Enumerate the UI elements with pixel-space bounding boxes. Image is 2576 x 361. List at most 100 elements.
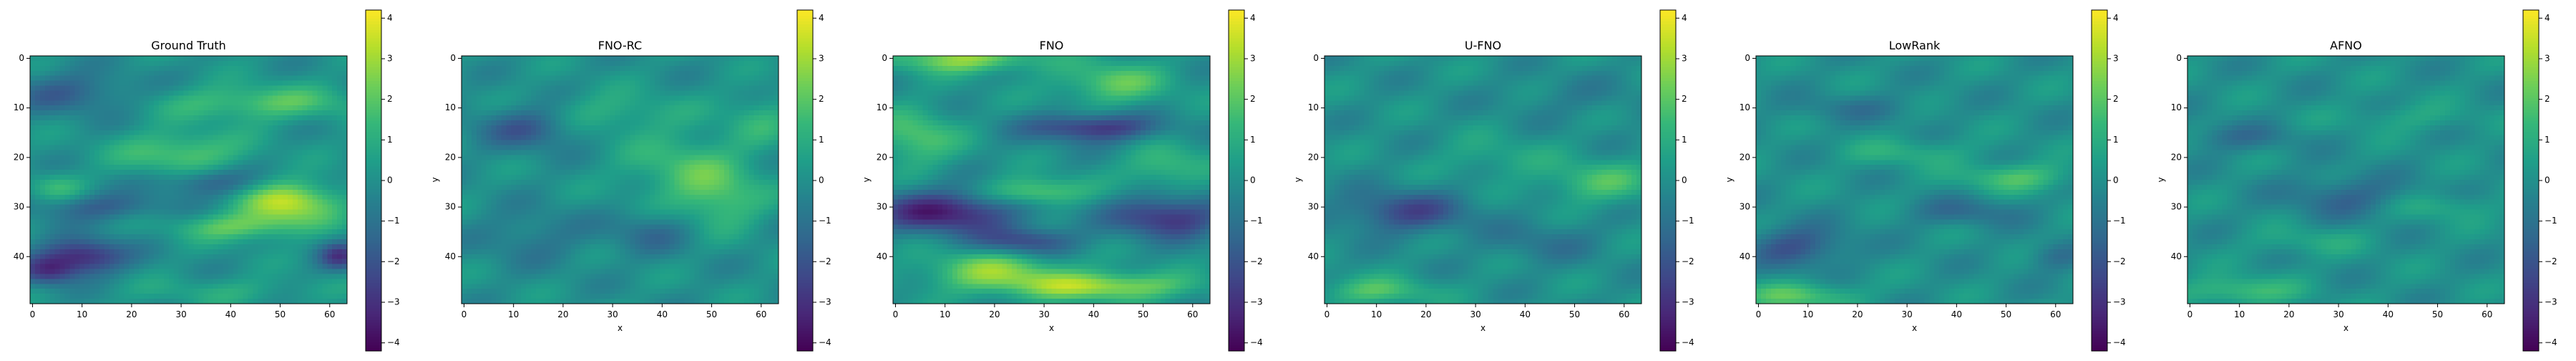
heatmap-cell <box>35 269 41 275</box>
heatmap-cell <box>482 125 487 131</box>
heatmap-cell <box>30 95 36 101</box>
heatmap-cell <box>179 205 185 211</box>
heatmap-cell <box>769 66 774 72</box>
heatmap-cell <box>228 150 234 155</box>
heatmap-cell <box>84 90 90 96</box>
heatmap-cell <box>193 61 199 67</box>
heatmap-cell <box>208 299 214 304</box>
heatmap-cell <box>278 90 283 96</box>
heatmap-cell <box>233 259 239 265</box>
heatmap-cell <box>45 239 51 245</box>
heatmap-cell <box>203 86 209 92</box>
heatmap-cell <box>74 140 80 146</box>
heatmap-cell <box>615 56 621 62</box>
heatmap-cell <box>189 264 195 270</box>
heatmap-cell <box>739 175 745 180</box>
heatmap-cell <box>179 254 185 260</box>
heatmap-cell <box>575 125 581 131</box>
heatmap-cell <box>560 71 566 77</box>
heatmap-cell <box>144 165 150 170</box>
heatmap-cell <box>30 279 36 284</box>
heatmap-cell <box>79 110 85 116</box>
heatmap-cell <box>521 145 527 151</box>
heatmap-cell <box>169 279 175 284</box>
heatmap-cell <box>99 269 105 275</box>
heatmap-cell <box>774 155 779 160</box>
heatmap-cell <box>570 155 576 160</box>
heatmap-cell <box>139 66 145 72</box>
heatmap-cell <box>89 299 95 304</box>
heatmap-cell <box>694 140 700 146</box>
heatmap-cell <box>45 289 51 294</box>
heatmap-cell <box>724 105 730 111</box>
heatmap-cell <box>556 150 562 155</box>
heatmap-cell <box>719 61 725 67</box>
heatmap-cell <box>709 140 715 146</box>
heatmap-cell <box>109 81 115 87</box>
heatmap-cell <box>546 66 552 72</box>
heatmap-cell <box>675 110 680 116</box>
heatmap-cell <box>635 135 640 141</box>
heatmap-cell <box>283 150 288 155</box>
heatmap-cell <box>684 90 690 96</box>
heatmap-cell <box>248 249 254 255</box>
heatmap-cell <box>99 205 105 211</box>
heatmap-cell <box>179 195 185 201</box>
heatmap-cell <box>169 294 175 299</box>
heatmap-cell <box>74 274 80 279</box>
heatmap-cell <box>74 105 80 111</box>
heatmap-cell <box>610 145 616 151</box>
heatmap-cell <box>763 76 769 82</box>
heatmap-cell <box>317 160 323 165</box>
heatmap-cell <box>164 160 170 165</box>
heatmap-cell <box>327 299 333 304</box>
heatmap-cell <box>531 165 537 170</box>
heatmap-cell <box>610 71 616 77</box>
heatmap-cell <box>551 180 557 186</box>
heatmap-cell <box>218 115 224 121</box>
heatmap-cell <box>208 289 214 294</box>
heatmap-cell <box>487 110 492 116</box>
heatmap-cell <box>680 56 686 62</box>
heatmap-cell <box>462 66 467 72</box>
heatmap-cell <box>501 90 507 96</box>
colorbar-step <box>366 195 381 198</box>
heatmap-cell <box>734 76 740 82</box>
heatmap-cell <box>144 244 150 250</box>
heatmap-cell <box>585 86 591 92</box>
heatmap-cell <box>308 81 313 87</box>
heatmap-cell <box>565 155 571 160</box>
heatmap-cell <box>193 289 199 294</box>
heatmap-cell <box>238 294 244 299</box>
heatmap-cell <box>55 71 61 77</box>
heatmap-cell <box>268 224 273 230</box>
heatmap-cell <box>273 81 278 87</box>
heatmap-cell <box>134 210 140 216</box>
heatmap-cell <box>159 210 165 216</box>
heatmap-cell <box>193 56 199 62</box>
heatmap-cell <box>501 160 507 165</box>
heatmap-cell <box>104 259 110 265</box>
heatmap-cell <box>114 294 120 299</box>
heatmap-cell <box>268 214 273 220</box>
heatmap-cell <box>69 229 75 235</box>
heatmap-cell <box>337 254 343 260</box>
heatmap-cell <box>238 244 244 250</box>
heatmap-cell <box>45 165 51 170</box>
heatmap-cell <box>298 195 303 201</box>
heatmap-cell <box>114 150 120 155</box>
heatmap-cell <box>174 180 180 186</box>
heatmap-cell <box>189 239 195 245</box>
heatmap-cell <box>719 135 725 141</box>
heatmap-cell <box>689 165 695 170</box>
heatmap-cell <box>233 239 239 245</box>
heatmap-cell <box>55 90 61 96</box>
colorbar-step <box>366 21 381 25</box>
heatmap-cell <box>670 140 675 146</box>
heatmap-cell <box>74 294 80 299</box>
heatmap-cell <box>233 185 239 191</box>
heatmap-cell <box>60 190 66 196</box>
heatmap-cell <box>580 140 586 146</box>
heatmap-cell <box>189 150 195 155</box>
heatmap-cell <box>263 239 268 245</box>
